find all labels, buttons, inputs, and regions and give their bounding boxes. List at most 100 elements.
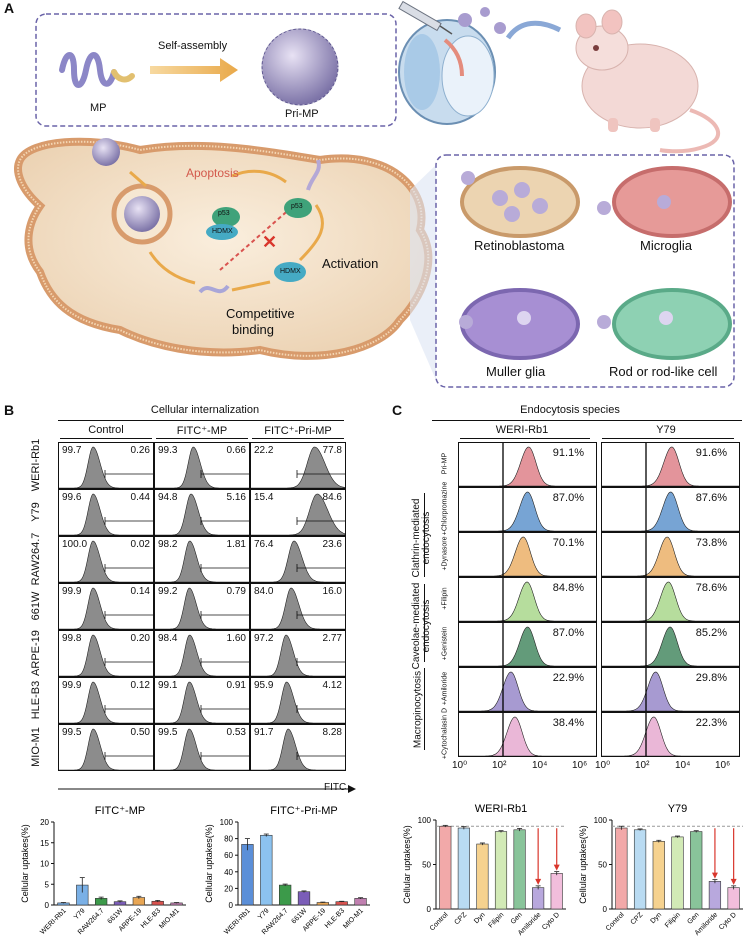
percent-negative: 99.6 — [62, 492, 82, 503]
panel-b-title: Cellular internalization — [150, 404, 260, 416]
y-axis-label: Cellular uptakes(%) — [402, 825, 412, 904]
uptake-percent: 38.4% — [552, 717, 584, 729]
bar — [727, 887, 740, 910]
y-tick-label: 20 — [224, 884, 233, 893]
endocytosis-flow-plot: 87.0% — [458, 622, 597, 667]
col-y79: Y79 — [656, 424, 676, 436]
bar — [633, 829, 647, 910]
endocytosis-flow-plot: 84.8% — [458, 577, 597, 622]
x-tick-label: Y79 — [73, 907, 87, 921]
y-tick-label: 0 — [45, 901, 50, 910]
bar — [476, 843, 489, 910]
histogram — [251, 446, 345, 488]
bar — [652, 841, 665, 910]
histogram — [59, 681, 153, 723]
percent-negative: 94.8 — [158, 492, 178, 503]
percent-positive: 0.44 — [130, 492, 150, 503]
label-p53-right: p53 — [291, 203, 303, 210]
uptake-percent: 22.3% — [695, 717, 727, 729]
treatment-label: +Cytochalasin D — [441, 707, 449, 759]
y-tick-label: 50 — [422, 861, 431, 870]
histogram — [155, 493, 249, 535]
y-tick-label: 20 — [40, 818, 49, 827]
percent-negative: 99.5 — [62, 727, 82, 738]
endocytosis-flow-plot: 22.3% — [601, 712, 740, 757]
bar-chart-title: WERI-Rb1 — [475, 803, 528, 815]
bar — [241, 844, 254, 906]
x-tick-label: Y79 — [257, 907, 271, 921]
uptake-percent: 78.6% — [695, 582, 727, 594]
xtick-label: 10⁴ — [532, 760, 548, 771]
y-tick-label: 10 — [40, 860, 49, 869]
uptake-percent: 22.9% — [552, 672, 584, 684]
endocytosis-flow-plot: 73.8% — [601, 532, 740, 577]
uptake-percent: 87.0% — [552, 627, 584, 639]
histogram — [59, 634, 153, 676]
bar — [615, 827, 628, 910]
flow-plot: 99.3 0.66 — [154, 442, 250, 489]
percent-negative: 99.1 — [158, 680, 178, 691]
percent-positive: 0.14 — [130, 586, 150, 597]
histogram — [59, 587, 153, 629]
y-axis-label: Cellular uptakes(%) — [578, 825, 588, 904]
percent-positive: 0.53 — [226, 727, 246, 738]
percent-negative: 76.4 — [254, 539, 274, 550]
percent-negative: 100.0 — [62, 539, 88, 550]
flow-plot: 94.8 5.16 — [154, 489, 250, 536]
xtick-label: 10² — [492, 760, 507, 771]
fitc-axis-arrow — [58, 785, 356, 793]
y-tick-label: 0 — [229, 901, 234, 910]
endocytosis-flow-plot: 87.0% — [458, 487, 597, 532]
bar — [708, 881, 722, 910]
panel-b-letter: B — [4, 402, 15, 418]
flow-plot: 99.2 0.79 — [154, 583, 250, 630]
xtick-label: 10² — [635, 760, 650, 771]
bar — [457, 827, 470, 910]
y-axis-label: Cellular uptakes(%) — [204, 824, 214, 903]
x-tick-label: Dyn — [649, 911, 663, 925]
decrease-arrowhead — [535, 878, 542, 885]
percent-positive: 0.26 — [130, 445, 150, 456]
x-tick-label: CPZ — [453, 911, 468, 926]
bar — [513, 829, 526, 910]
histogram — [251, 681, 345, 723]
endocytosis-flow-plot: 29.8% — [601, 667, 740, 712]
percent-negative: 99.7 — [62, 445, 82, 456]
flow-plot: 99.9 0.14 — [58, 583, 154, 630]
percent-negative: 99.5 — [158, 727, 178, 738]
histogram — [251, 587, 345, 629]
flow-plot: 95.9 4.12 — [250, 677, 346, 724]
uptake-percent: 87.0% — [552, 492, 584, 504]
mouse-illustration — [575, 9, 721, 154]
y-tick-label: 15 — [40, 839, 49, 848]
percent-positive: 0.20 — [130, 633, 150, 644]
x-tick-label: WERI-Rb1 — [223, 907, 252, 936]
percent-negative: 22.2 — [254, 445, 274, 456]
uptake-percent: 73.8% — [695, 537, 727, 549]
flow-plot: 15.4 84.6 — [250, 489, 346, 536]
flow-plot: 99.7 0.26 — [58, 442, 154, 489]
y-tick-label: 60 — [224, 851, 233, 860]
percent-positive: 0.50 — [130, 727, 150, 738]
y-axis-label: Cellular uptakes(%) — [20, 824, 30, 903]
self-assembly-arrow — [150, 58, 238, 82]
uptake-percent: 70.1% — [552, 537, 584, 549]
bar — [354, 898, 367, 906]
flow-plot: 99.8 0.20 — [58, 630, 154, 677]
percent-negative: 95.9 — [254, 680, 274, 691]
flow-plot: 91.7 8.28 — [250, 724, 346, 771]
percent-positive: 0.79 — [226, 586, 246, 597]
percent-negative: 91.7 — [254, 727, 274, 738]
x-tick-label: Gen — [510, 911, 524, 925]
label-muller-glia: Muller glia — [486, 364, 546, 379]
percent-negative: 99.3 — [158, 445, 178, 456]
endocytosis-flow-plot: 91.1% — [458, 442, 597, 487]
percent-positive: 0.02 — [130, 539, 150, 550]
label-mp: MP — [90, 102, 107, 114]
panel-c-title: Endocytosis species — [520, 404, 620, 416]
panel-a-letter: A — [4, 0, 15, 16]
flow-plot: 99.9 0.12 — [58, 677, 154, 724]
histogram — [251, 493, 345, 535]
col-fitc-mp: FITC⁺-MP — [176, 425, 228, 437]
endocytosis-flow-plot: 87.6% — [601, 487, 740, 532]
